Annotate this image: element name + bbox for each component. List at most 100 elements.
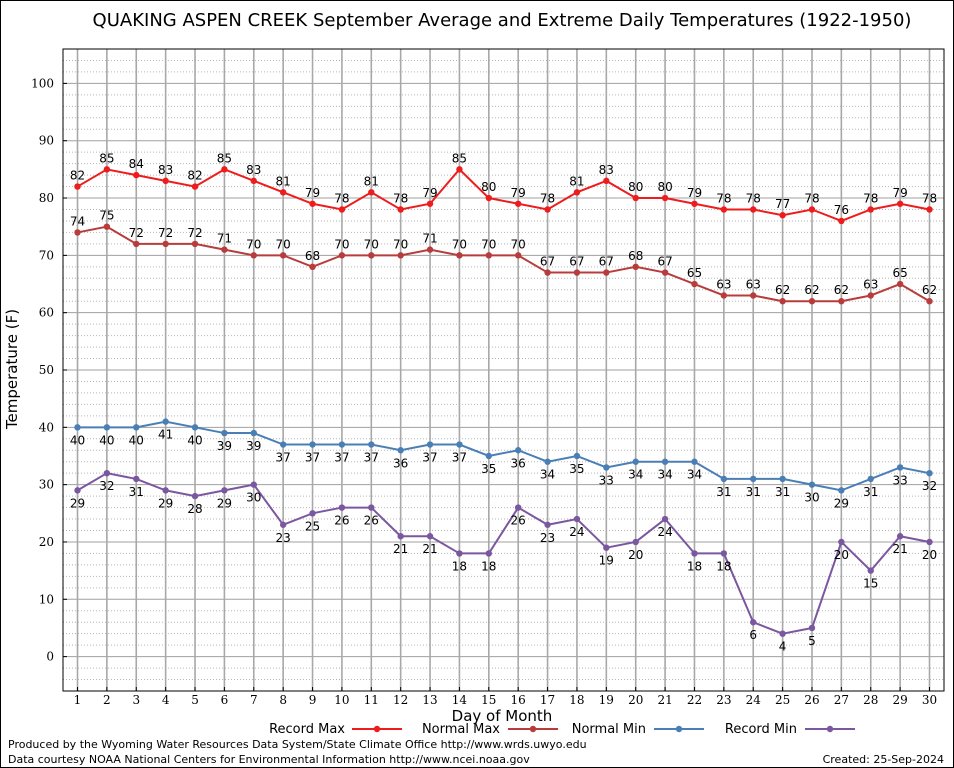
point-normal-max bbox=[368, 252, 375, 259]
point-normal-min bbox=[573, 452, 581, 460]
data-label-normal-max: 71 bbox=[422, 232, 437, 246]
data-label-record-max: 79 bbox=[305, 186, 320, 200]
point-normal-min bbox=[74, 424, 81, 431]
footer-data-courtesy: Data courtesy NOAA National Centers for … bbox=[8, 753, 530, 766]
data-label-normal-max: 70 bbox=[276, 237, 291, 251]
point-record-min bbox=[808, 624, 816, 632]
point-record-min bbox=[309, 510, 316, 517]
point-record-min bbox=[838, 538, 845, 546]
point-record-min bbox=[456, 550, 463, 557]
y-tick-label: 0 bbox=[46, 650, 54, 664]
data-label-record-min: 20 bbox=[922, 548, 937, 562]
data-label-record-min: 18 bbox=[481, 559, 496, 573]
data-label-record-min: 18 bbox=[687, 559, 702, 573]
y-tick-label: 50 bbox=[39, 363, 54, 377]
legend-swatch-marker bbox=[675, 725, 683, 733]
point-normal-max bbox=[779, 298, 786, 305]
data-label-normal-min: 34 bbox=[540, 468, 555, 482]
data-label-record-max: 83 bbox=[599, 163, 614, 177]
point-normal-max bbox=[397, 252, 404, 259]
data-label-normal-min: 30 bbox=[804, 491, 819, 505]
data-label-record-max: 82 bbox=[187, 169, 202, 183]
data-label-record-max: 77 bbox=[775, 197, 790, 211]
series-normal-min bbox=[74, 418, 933, 494]
point-record-min bbox=[426, 533, 434, 540]
point-normal-min bbox=[279, 441, 287, 448]
data-label-normal-min: 37 bbox=[305, 451, 320, 465]
point-normal-max bbox=[691, 280, 698, 288]
data-label-record-max: 85 bbox=[217, 151, 232, 165]
data-label-normal-max: 63 bbox=[863, 277, 878, 291]
point-record-max bbox=[573, 189, 581, 196]
point-normal-min bbox=[926, 469, 933, 477]
data-label-record-min: 24 bbox=[657, 525, 672, 539]
data-label-record-max: 78 bbox=[716, 192, 731, 206]
x-tick-label: 8 bbox=[279, 693, 287, 707]
point-record-min bbox=[338, 504, 346, 511]
data-label-normal-min: 31 bbox=[863, 485, 878, 499]
line-record-min bbox=[76, 472, 930, 635]
data-label-normal-max: 70 bbox=[511, 237, 526, 251]
point-record-max bbox=[456, 166, 463, 173]
data-label-record-max: 78 bbox=[804, 192, 819, 206]
data-label-normal-min: 37 bbox=[364, 451, 379, 465]
x-tick-label: 14 bbox=[452, 693, 468, 707]
point-normal-max bbox=[426, 246, 434, 253]
chart-title: QUAKING ASPEN CREEK September Average an… bbox=[93, 10, 912, 31]
data-label-normal-min: 35 bbox=[569, 462, 584, 476]
data-label-record-min: 30 bbox=[246, 491, 261, 505]
data-label-normal-max: 70 bbox=[364, 237, 379, 251]
point-normal-max bbox=[162, 240, 169, 248]
legend-item-normal-min: Normal Min bbox=[572, 722, 704, 737]
x-tick-label: 21 bbox=[657, 693, 672, 707]
data-label-normal-min: 32 bbox=[922, 479, 937, 493]
point-record-min bbox=[485, 550, 493, 557]
point-normal-min bbox=[309, 441, 316, 448]
data-label-record-min: 23 bbox=[540, 531, 555, 545]
legend-label: Normal Min bbox=[572, 722, 646, 737]
data-label-normal-max: 70 bbox=[246, 237, 261, 251]
legend-swatch-marker bbox=[529, 725, 537, 733]
data-label-normal-max: 70 bbox=[393, 237, 408, 251]
data-label-record-max: 79 bbox=[422, 186, 437, 200]
data-label-normal-min: 31 bbox=[775, 485, 790, 499]
point-normal-min bbox=[162, 418, 169, 425]
legend-swatch-marker bbox=[373, 725, 381, 733]
point-normal-min bbox=[838, 487, 845, 494]
point-record-max bbox=[309, 200, 316, 207]
data-label-record-min: 4 bbox=[779, 640, 787, 654]
point-record-max bbox=[191, 183, 199, 190]
legend-label: Record Max bbox=[269, 722, 345, 737]
point-normal-max bbox=[632, 263, 639, 271]
data-label-record-max: 79 bbox=[687, 186, 702, 200]
data-label-normal-min: 34 bbox=[687, 468, 702, 482]
legend-label: Record Min bbox=[725, 722, 797, 737]
data-label-normal-min: 37 bbox=[276, 451, 291, 465]
legend: Record Max Normal Max Normal Min Record Min bbox=[269, 722, 855, 737]
data-label-record-min: 26 bbox=[511, 514, 526, 528]
data-label-normal-min: 31 bbox=[716, 485, 731, 499]
x-tick-label: 22 bbox=[687, 693, 702, 707]
data-label-record-min: 20 bbox=[628, 548, 643, 562]
x-tick-label: 29 bbox=[892, 693, 907, 707]
point-normal-min bbox=[750, 475, 757, 483]
series-lines bbox=[74, 166, 933, 637]
point-normal-min bbox=[896, 464, 904, 471]
data-label-record-max: 85 bbox=[99, 151, 114, 165]
data-label-record-max: 81 bbox=[276, 174, 291, 188]
data-label-normal-min: 40 bbox=[99, 433, 114, 447]
point-normal-max bbox=[896, 280, 904, 288]
data-label-normal-min: 40 bbox=[187, 433, 202, 447]
data-label-normal-min: 35 bbox=[481, 462, 496, 476]
x-tick-label: 23 bbox=[716, 693, 731, 707]
point-record-min bbox=[544, 521, 551, 528]
point-record-max bbox=[926, 206, 933, 213]
data-label-normal-max: 72 bbox=[158, 226, 173, 240]
data-label-record-min: 23 bbox=[276, 531, 291, 545]
data-label-normal-max: 68 bbox=[628, 249, 643, 263]
point-normal-max bbox=[544, 269, 551, 276]
point-normal-min bbox=[485, 452, 493, 460]
data-label-normal-max: 67 bbox=[540, 255, 555, 269]
point-normal-min bbox=[221, 429, 228, 437]
point-record-max bbox=[250, 177, 257, 185]
